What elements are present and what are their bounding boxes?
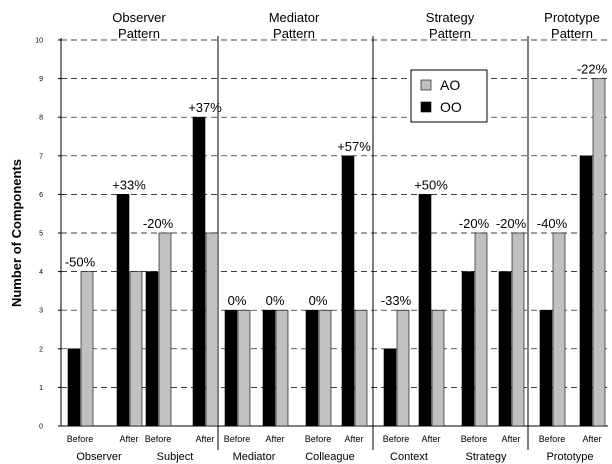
percent-change-label: -20%: [496, 216, 527, 231]
bar-oo: [192, 116, 206, 427]
bar-oo: [224, 309, 238, 427]
y-tick-label: 7: [39, 153, 43, 160]
phase-label: Before: [145, 434, 172, 444]
group-label: Observer: [76, 451, 122, 463]
pattern-title: Prototype Pattern: [544, 10, 600, 41]
phase-label: After: [344, 434, 363, 444]
legend-label: OO: [440, 99, 462, 115]
group-label: Mediator: [233, 451, 276, 463]
bar-oo: [116, 194, 130, 427]
bar-oo: [262, 309, 276, 427]
bar-ao: [318, 309, 332, 427]
legend: [410, 69, 488, 123]
y-tick-label: 3: [39, 308, 43, 315]
bar-ao: [431, 309, 445, 427]
bar-oo: [383, 348, 397, 427]
bar-ao: [205, 232, 219, 427]
group-label: Context: [390, 451, 428, 463]
y-tick-label: 5: [39, 231, 43, 238]
percent-change-label: +50%: [414, 177, 448, 192]
legend-swatch: [420, 79, 432, 91]
pattern-title: Mediator Pattern: [269, 10, 320, 41]
y-tick-label: 2: [39, 346, 43, 353]
percent-change-label: +57%: [337, 139, 371, 154]
bar-ao: [511, 232, 525, 427]
bar-ao: [129, 271, 143, 427]
y-tick-label: 9: [39, 76, 43, 83]
bar-ao: [275, 309, 289, 427]
percent-change-label: -40%: [537, 216, 568, 231]
group-label: Strategy: [466, 451, 507, 463]
y-tick-label: 8: [39, 115, 43, 122]
percent-change-label: 0%: [309, 293, 328, 308]
percent-change-label: +33%: [112, 177, 146, 192]
group-label: Colleague: [305, 451, 355, 463]
phase-label: Before: [539, 434, 566, 444]
phase-label: Before: [383, 434, 410, 444]
percent-change-label: -20%: [459, 216, 490, 231]
y-axis-label: Number of Components: [9, 159, 24, 307]
bar-ao: [237, 309, 251, 427]
group-label: Prototype: [546, 451, 593, 463]
bar-ao: [158, 232, 172, 427]
y-tick-label: 6: [39, 192, 43, 199]
phase-label: After: [195, 434, 214, 444]
phase-label: After: [501, 434, 520, 444]
phase-label: After: [265, 434, 284, 444]
percent-change-label: -33%: [381, 293, 412, 308]
percent-change-label: 0%: [266, 293, 285, 308]
bar-oo: [579, 155, 593, 427]
bar-ao: [552, 232, 566, 427]
bar-oo: [305, 309, 319, 427]
bar-oo: [498, 271, 512, 427]
phase-label: After: [421, 434, 440, 444]
bar-oo: [461, 271, 475, 427]
bar-oo: [539, 309, 553, 427]
phase-label: Before: [461, 434, 488, 444]
pattern-title: Strategy Pattern: [426, 10, 475, 41]
phase-label: After: [582, 434, 601, 444]
bar-oo: [418, 194, 432, 427]
percent-change-label: -22%: [577, 62, 608, 77]
legend-label: AO: [440, 77, 460, 93]
bar-ao: [354, 309, 368, 427]
y-tick-label: 0: [39, 424, 43, 431]
bar-ao: [396, 309, 410, 427]
percent-change-label: 0%: [228, 293, 247, 308]
phase-label: Before: [67, 434, 94, 444]
bar-oo: [341, 155, 355, 427]
y-tick-label: 1: [39, 385, 43, 392]
bar-ao: [474, 232, 488, 427]
percent-change-label: +37%: [188, 100, 222, 115]
y-tick-label: 10: [35, 38, 43, 45]
bar-ao: [80, 271, 94, 427]
phase-label: After: [119, 434, 138, 444]
group-label: Subject: [157, 451, 194, 463]
bar-oo: [145, 271, 159, 427]
y-tick-label: 4: [39, 269, 43, 276]
phase-label: Before: [305, 434, 332, 444]
legend-swatch: [420, 101, 432, 113]
bar-ao: [592, 78, 606, 427]
percent-change-label: -50%: [65, 255, 96, 270]
bar-oo: [67, 348, 81, 427]
phase-label: Before: [224, 434, 251, 444]
pattern-title: Observer Pattern: [112, 10, 166, 41]
percent-change-label: -20%: [143, 216, 174, 231]
